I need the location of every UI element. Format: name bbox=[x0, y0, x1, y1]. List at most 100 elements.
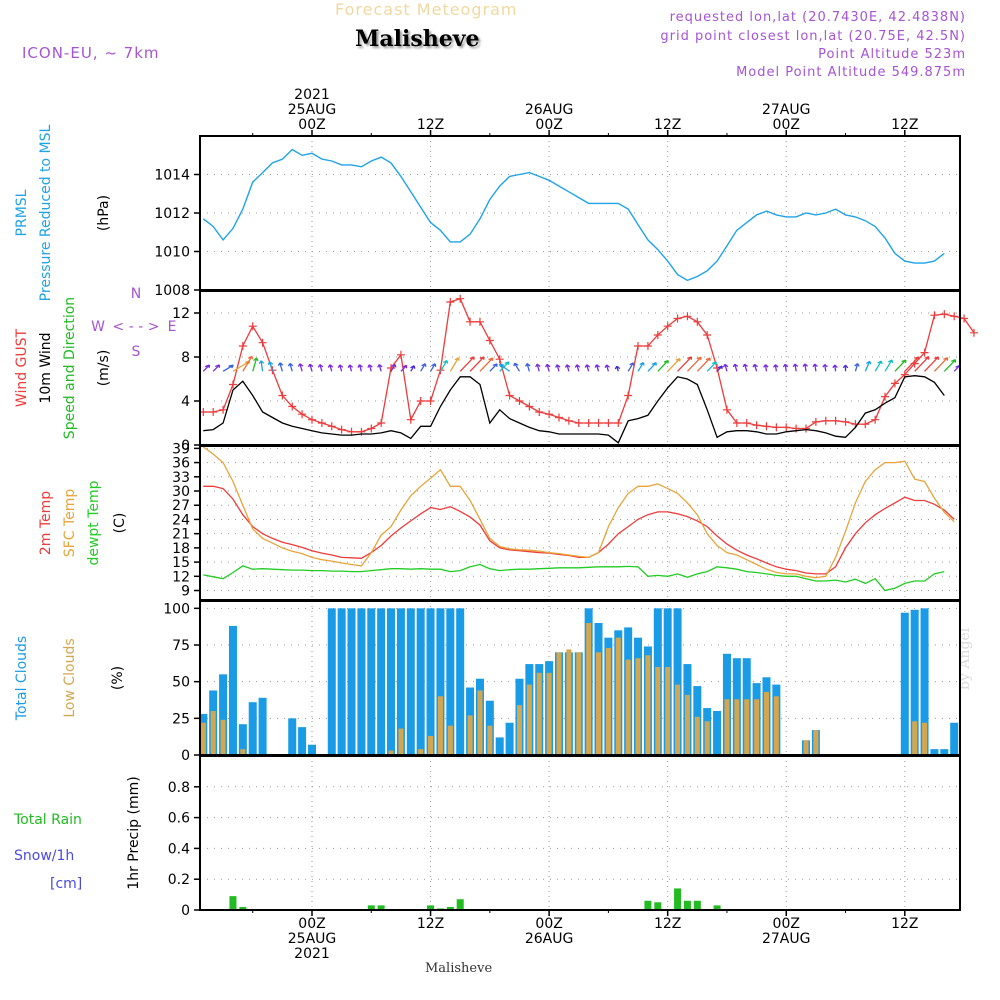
wind-direction-arrow bbox=[706, 361, 717, 372]
wind-direction-arrow bbox=[732, 363, 739, 372]
x-label-bottom: 25AUG bbox=[288, 931, 337, 947]
low-cloud-bar bbox=[428, 735, 434, 755]
wind-direction-arrow bbox=[525, 363, 531, 372]
y-tick-label: 0 bbox=[181, 438, 190, 454]
total-cloud-bar bbox=[258, 697, 267, 755]
wind-direction-arrow bbox=[317, 363, 324, 372]
panel-axis-title: Speed and Direction bbox=[62, 297, 78, 439]
wind-direction-arrow bbox=[439, 359, 449, 372]
wind-direction-arrow bbox=[410, 365, 416, 372]
wind-gust-marker bbox=[209, 408, 218, 416]
wind-direction-arrow bbox=[267, 361, 274, 372]
wind-direction-arrow bbox=[390, 363, 397, 372]
wind-direction-arrow bbox=[545, 363, 551, 372]
total-cloud-bar bbox=[387, 608, 396, 755]
compass-north: N bbox=[131, 286, 141, 302]
total-cloud-bar bbox=[396, 608, 405, 755]
panel-background bbox=[200, 446, 960, 600]
wind-direction-arrow bbox=[874, 360, 883, 372]
wind-direction-arrow bbox=[555, 364, 561, 372]
wind-speed-line bbox=[203, 375, 945, 444]
compass-east: E bbox=[168, 319, 177, 335]
wind-gust-marker bbox=[653, 331, 662, 339]
low-cloud-bar bbox=[625, 659, 631, 755]
low-cloud-bar bbox=[922, 722, 928, 755]
temp-2m-line bbox=[203, 485, 955, 575]
wind-gust-marker bbox=[456, 294, 465, 303]
panel-axis-title: (%) bbox=[110, 666, 126, 690]
wind-direction-arrow bbox=[564, 364, 571, 372]
total-cloud-bar bbox=[219, 674, 228, 755]
wind-gust-marker bbox=[426, 397, 435, 405]
wind-direction-arrow bbox=[377, 363, 383, 372]
y-tick-label: 9 bbox=[181, 584, 190, 600]
panel-axis-title: (hPa) bbox=[96, 195, 112, 231]
total-cloud-bar bbox=[416, 608, 425, 755]
wind-direction-arrow bbox=[307, 363, 314, 372]
low-cloud-bar bbox=[556, 652, 562, 755]
low-cloud-bar bbox=[763, 691, 769, 755]
wind-gust-marker bbox=[525, 402, 534, 411]
wind-direction-arrow bbox=[252, 357, 259, 372]
wind-direction-arrow bbox=[357, 364, 363, 372]
wind-gust-marker bbox=[555, 413, 563, 422]
y-tick-label: 1014 bbox=[154, 168, 190, 184]
panel-background bbox=[200, 756, 960, 910]
location-title: Malisheve bbox=[355, 26, 480, 52]
wind-direction-arrow bbox=[367, 364, 373, 372]
low-cloud-bar bbox=[734, 699, 740, 755]
y-tick-label: 15 bbox=[172, 555, 190, 571]
wind-gust-marker bbox=[584, 419, 593, 427]
grid-point-coordinates: grid point closest lon,lat (20.75E, 42.5… bbox=[660, 29, 966, 44]
rain-bar bbox=[367, 905, 375, 910]
wind-direction-arrow bbox=[459, 356, 475, 372]
wind-direction-arrow bbox=[479, 357, 494, 372]
low-cloud-bar bbox=[684, 694, 690, 755]
panel-wind: 0 4 8 12 bbox=[172, 291, 978, 454]
legend-snow-unit: [cm] bbox=[50, 876, 82, 892]
x-label-bottom: 12Z bbox=[891, 916, 918, 932]
wind-gust-marker bbox=[643, 342, 652, 350]
wind-gust-marker bbox=[831, 416, 840, 425]
low-cloud-bar bbox=[586, 623, 592, 755]
x-label-top: 26AUG bbox=[525, 102, 574, 118]
wind-gust-marker bbox=[732, 419, 741, 427]
total-cloud-bar bbox=[308, 744, 316, 755]
panel-axis-title: dewpt Temp bbox=[86, 480, 102, 565]
y-tick-label: 0.6 bbox=[168, 811, 190, 827]
wind-direction-arrow bbox=[667, 357, 681, 372]
low-cloud-bar bbox=[566, 649, 572, 755]
low-cloud-bar bbox=[724, 699, 730, 755]
legend-total-rain: Total Rain bbox=[13, 812, 82, 828]
rain-bar bbox=[377, 905, 385, 910]
wind-gust-marker bbox=[238, 342, 247, 350]
wind-direction-arrow bbox=[894, 359, 907, 372]
total-cloud-bar bbox=[288, 718, 297, 755]
wind-gust-marker bbox=[248, 322, 257, 331]
wind-gust-marker bbox=[772, 423, 781, 432]
wind-direction-arrow bbox=[933, 357, 949, 372]
wind-gust-marker bbox=[940, 310, 949, 319]
rain-bar bbox=[654, 902, 662, 910]
wind-gust-marker bbox=[396, 350, 405, 359]
dewpoint-line bbox=[203, 563, 945, 592]
legend-snow: Snow/1h bbox=[14, 848, 74, 864]
wind-direction-arrow bbox=[722, 363, 729, 372]
panel-axis-title: Pressure Reduced to MSL bbox=[38, 124, 54, 301]
y-tick-label: 1012 bbox=[154, 206, 190, 222]
wind-gust-marker bbox=[278, 391, 287, 400]
y-tick-label: 0 bbox=[181, 903, 190, 919]
footer-location: Malisheve bbox=[425, 961, 493, 976]
low-cloud-bar bbox=[645, 655, 651, 755]
x-label-top: 2021 bbox=[294, 87, 330, 103]
wind-direction-arrow bbox=[802, 363, 809, 372]
total-cloud-bar bbox=[940, 749, 949, 755]
panel-clouds: 0 25 50 75 100 bbox=[163, 601, 960, 764]
wind-direction-arrow bbox=[327, 364, 334, 372]
x-label-bottom: 00Z bbox=[535, 916, 562, 932]
rain-bar bbox=[674, 888, 682, 910]
wind-gust-marker bbox=[703, 331, 712, 339]
wind-gust-marker bbox=[258, 338, 267, 347]
wind-direction-arrow bbox=[677, 356, 693, 372]
wind-direction-arrow bbox=[884, 359, 894, 372]
